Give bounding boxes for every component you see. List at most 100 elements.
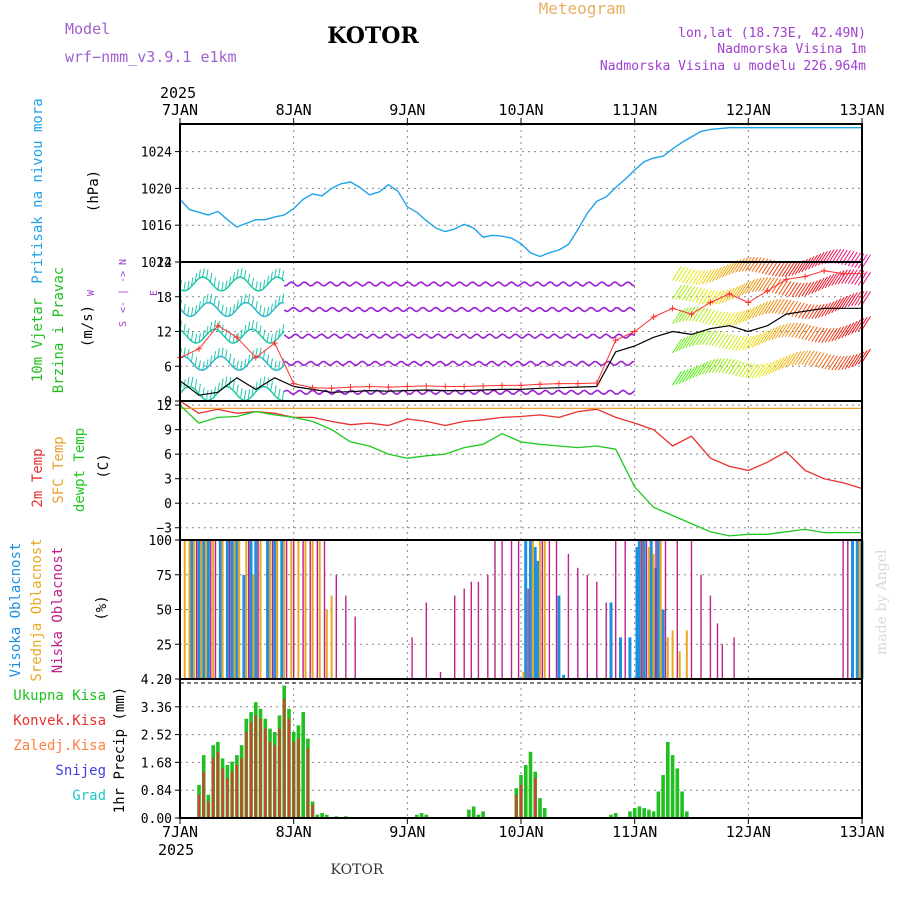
mid-cloud-bar [318,540,321,679]
low-cloud-bar [527,588,529,679]
wind-barb [274,385,277,395]
total-precip-bar [680,791,684,818]
mid-cloud-bar [276,540,279,679]
wind-barb [695,307,706,322]
total-precip-bar [656,791,661,818]
wind-barb [851,319,862,334]
wind-barb [718,333,729,348]
wind-barb [794,302,805,318]
mid-cloud-bar [297,540,300,679]
time-label-top: 7JAN [162,101,198,119]
precip-unit: 1hr Precip (mm) [112,687,128,813]
gust-marker [840,270,847,277]
wind-barb [202,330,205,340]
wind-barb [262,307,266,317]
total-precip-bar [675,768,680,818]
precip-tick-label: 0.84 [141,784,172,799]
low-cloud-bar [316,540,318,679]
wind-barb [232,380,236,390]
wind-barb [198,383,201,393]
station-elevation: Nadmorska Visina 1m [717,42,866,57]
wind-barb [715,358,726,373]
wind-barb [831,327,842,342]
wind-barb [705,330,716,346]
conv-precip-bar [197,794,201,818]
wind-barb [774,262,785,277]
mid-cloud-bar [666,637,669,679]
wind-barb [194,333,198,344]
wind-barb [851,269,862,285]
wind-barb [202,387,205,397]
station-title: KOTOR [327,23,419,49]
wind-barb [685,286,696,301]
high-cloud-bar [197,540,201,679]
low-cloud-bar [487,574,489,680]
time-label-top: 11JAN [612,101,657,119]
wind-barb [190,376,194,386]
wind-barb [824,273,835,289]
wind-barb [784,300,795,316]
panel-frame [179,400,863,541]
low-cloud-bar [293,540,295,679]
low-cloud-bar [214,540,217,679]
gust-marker [783,276,790,283]
wind-barb [213,277,217,287]
low-cloud-bar [257,540,259,679]
low-cloud-bar [463,588,465,679]
mid-cloud-bar [659,540,662,679]
wind-label-2: Brzina i Pravac [51,267,67,393]
wind-barb [236,360,239,370]
gust-marker [328,385,335,392]
wind-barb [266,354,270,364]
wind-barb [831,271,842,286]
wind-barb [735,310,745,326]
high-cloud-bar [225,540,229,679]
gust-marker [233,334,240,341]
wind-barb [274,299,277,309]
bottom-time-axis: 7JAN 8JAN 9JAN 10JAN 11JAN 12JAN 13JAN [162,823,885,841]
wind-barb [725,334,736,350]
wind-barb [861,254,871,269]
wind-barb [741,256,752,272]
conv-precip-bar [278,728,281,818]
wind-barb [788,282,799,297]
wind-barb [741,335,752,351]
wind-barb [731,311,742,326]
wind-barb [851,352,862,368]
wind-barb [841,355,852,371]
wind-barb [672,266,682,281]
wind-barb [784,262,795,277]
conv-precip-bar [216,751,220,818]
wind-barb [718,358,729,373]
wind-barb [791,302,802,317]
wind-barb [194,379,198,389]
wind-barb [281,358,285,368]
wind-barb [701,330,712,345]
time-label-bottom: 12JAN [726,823,771,841]
conv-precip-bar [287,718,291,818]
gust-marker [214,322,221,329]
conv-precip-bar [254,715,257,818]
high-cloud-bar [242,574,246,680]
wind-barb [798,324,808,339]
pressure-tick-label: 1024 [141,146,172,161]
wind-barb [808,326,818,342]
mid-cloud-bar [531,540,534,679]
temp-label-dewpt: dewpt Temp [72,428,88,512]
gust-marker [802,273,809,280]
wind-barb [682,268,692,283]
mid-cloud-bar [671,630,674,679]
wind-barb [778,299,789,314]
wind-barb [761,277,772,292]
wind-barb [682,334,692,350]
model-name: wrf−nmm_v3.9.1 e1km [65,48,237,66]
time-label-top: 9JAN [389,101,425,119]
grid-layer [180,124,862,818]
wind-barb [844,293,855,308]
wind-barb [682,368,692,383]
wind-barb [187,376,190,386]
wind-barb [791,351,802,366]
wind-barb [831,249,842,264]
low-cloud-bar [541,540,543,679]
high-cloud-bar [230,540,234,679]
